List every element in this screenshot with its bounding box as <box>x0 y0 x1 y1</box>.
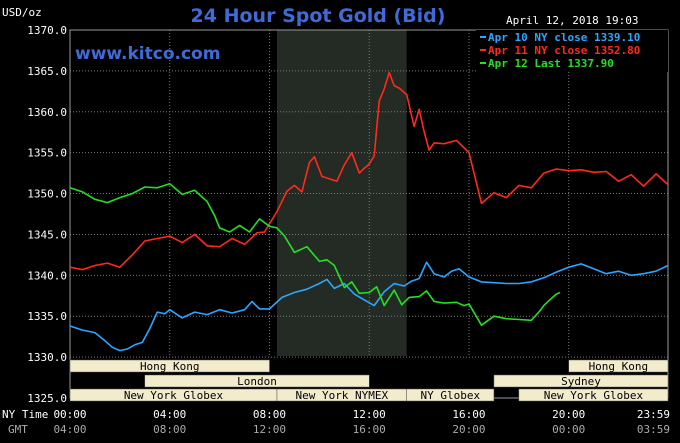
x-axis-label-gmt: GMT <box>8 423 28 436</box>
session-label: London <box>237 375 277 388</box>
x-tick-label-ny: 23:59 <box>637 408 670 421</box>
y-tick-label: 1325.0 <box>27 392 67 405</box>
x-tick-label-gmt: 03:59 <box>637 423 670 436</box>
x-tick-label-ny: 04:00 <box>153 408 186 421</box>
site-link[interactable]: www.kitco.com <box>75 44 220 64</box>
x-tick-labels: 00:00 04:00 04:00 08:00 08:00 12:00 12:00 16:00… <box>53 408 670 436</box>
timestamp: April 12, 2018 19:03 <box>506 14 638 27</box>
series-line-apr10 <box>69 261 669 352</box>
session-label: Hong Kong <box>140 360 200 373</box>
y-axis-unit: USD/oz <box>2 6 42 19</box>
session-label: NY Globex <box>420 389 480 402</box>
series-line-apr12 <box>69 182 561 327</box>
x-tick-label-ny: 12:00 <box>353 408 386 421</box>
y-tick-label: 1345.0 <box>27 228 67 241</box>
x-tick-label-ny: 00:00 <box>53 408 86 421</box>
y-tick-label: 1365.0 <box>27 65 67 78</box>
session-bar <box>493 374 669 388</box>
x-tick-label-gmt: 12:00 <box>253 423 286 436</box>
session-label: New York NYMEX <box>295 389 388 402</box>
y-tick-label: 1355.0 <box>27 147 67 160</box>
x-tick-label-gmt: 20:00 <box>452 423 485 436</box>
x-tick-label-gmt: 04:00 <box>53 423 86 436</box>
y-tick-labels: 1370.0 1365.0 1360.0 1355.0 1350.0 1345.0 1340… <box>27 24 67 405</box>
x-tick-label-ny: 20:00 <box>552 408 585 421</box>
x-tick-label-gmt: 00:00 <box>552 423 585 436</box>
series-line-apr11 <box>69 71 669 271</box>
session-bar <box>144 374 370 388</box>
y-tick-label: 1350.0 <box>27 188 67 201</box>
x-tick-label-gmt: 08:00 <box>153 423 186 436</box>
session-bar <box>518 388 669 402</box>
chart-title: 24 Hour Spot Gold (Bid) <box>191 5 446 27</box>
x-tick-label-ny: 16:00 <box>452 408 485 421</box>
y-tick-label: 1330.0 <box>27 351 67 364</box>
y-tick-label: 1340.0 <box>27 269 67 282</box>
y-tick-label: 1360.0 <box>27 106 67 119</box>
x-axis-label-ny: NY Time <box>2 408 48 421</box>
x-tick-label-ny: 08:00 <box>253 408 286 421</box>
session-label: New York Globex <box>124 389 224 402</box>
session-label: New York Globex <box>544 389 644 402</box>
session-bar <box>568 359 669 373</box>
x-tick-label-gmt: 16:00 <box>353 423 386 436</box>
y-tick-label: 1370.0 <box>27 24 67 37</box>
series-group <box>69 71 669 352</box>
session-label: Hong Kong <box>589 360 649 373</box>
legend-box <box>476 30 668 72</box>
grid <box>70 30 668 358</box>
legend-entry-apr10: Apr 10 NY close 1339.10 <box>488 31 640 44</box>
session-bar <box>406 388 495 402</box>
session-bar <box>69 359 270 373</box>
legend-entry-apr11: Apr 11 NY close 1352.80 <box>488 44 640 57</box>
y-tick-label: 1335.0 <box>27 310 67 323</box>
legend-entry-apr12: Apr 12 Last 1337.90 <box>488 57 614 70</box>
session-label: Sydney <box>561 375 601 388</box>
